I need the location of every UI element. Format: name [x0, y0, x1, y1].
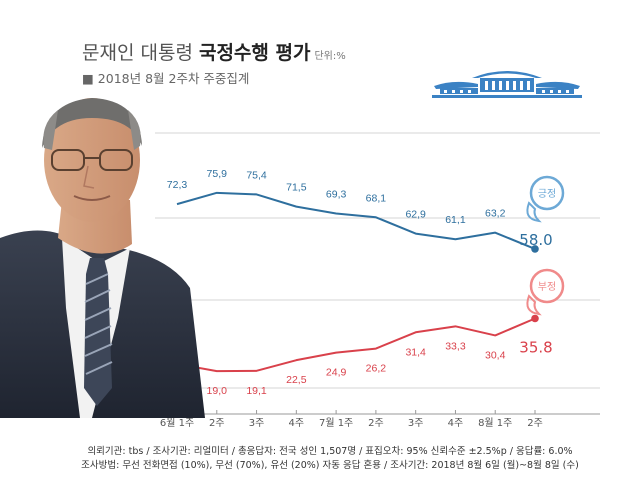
data-label-1-1: 19,0: [207, 385, 228, 397]
legend-bubble-1: [529, 268, 565, 304]
data-label-1-6: 31,4: [405, 346, 426, 358]
x-tick-label-7: 4주: [448, 418, 464, 429]
x-tick-label-4: 7월 1주: [319, 417, 353, 429]
data-label-1-5: 26,2: [366, 363, 387, 375]
data-label-0-8: 63,2: [485, 208, 506, 220]
data-label-0-5: 68,1: [366, 192, 387, 204]
data-label-1-7: 33,3: [445, 340, 466, 352]
series-line-1: [176, 317, 536, 373]
data-label-0-1: 75,9: [207, 168, 228, 180]
footer-line-2: 조사방법: 무선 전화면접 (10%), 무선 (70%), 유선 (20%) …: [81, 460, 579, 471]
blue-house-icon: [432, 71, 582, 98]
legend-bubble-tail-1: [526, 294, 542, 316]
x-tick-label-1: 2주: [209, 418, 225, 429]
unit-label: 단위:%: [314, 51, 346, 62]
title-part-2: 국정수행 평가: [198, 42, 311, 64]
data-label-1-8: 30,4: [485, 349, 506, 361]
legend-bubble-0: [529, 175, 565, 211]
data-label-0-9: 58.0: [519, 231, 552, 249]
data-label-0-0: 72,3: [167, 179, 188, 191]
subtitle-text: 2018년 8월 2주차 주중집계: [97, 71, 250, 86]
data-label-1-2: 19,1: [246, 385, 267, 397]
footer-line-1: 의뢰기관: tbs / 조사기관: 리얼미터 / 총응답자: 전국 성인 1,5…: [87, 446, 573, 457]
data-label-0-2: 75,4: [246, 169, 267, 181]
data-label-0-6: 62,9: [405, 209, 426, 221]
x-tick-label-6: 3주: [408, 418, 424, 429]
x-tick-label-5: 2주: [368, 418, 384, 429]
square-bullet-icon: ■: [82, 71, 94, 86]
x-tick-label-0: 6월 1주: [160, 417, 194, 429]
legend-label-1: 부정: [538, 281, 556, 293]
x-tick-label-8: 8월 1주: [478, 417, 512, 429]
title-part-1: 문재인 대통령: [82, 42, 199, 64]
president-portrait: [0, 98, 205, 418]
data-label-0-7: 61,1: [445, 214, 466, 226]
x-tick-label-3: 4주: [289, 418, 305, 429]
data-label-1-4: 24,9: [326, 367, 347, 379]
legend-label-0: 긍정: [538, 188, 556, 200]
series-line-0: [176, 191, 536, 250]
page-title: 문재인 대통령 국정수행 평가 단위:%: [82, 38, 346, 65]
data-label-1-3: 22,5: [286, 374, 307, 386]
series-end-point-0: [531, 245, 539, 253]
data-label-1-9: 35.8: [519, 338, 552, 356]
data-label-0-4: 69,3: [326, 189, 347, 201]
x-tick-label-9: 2주: [527, 418, 543, 429]
subtitle: ■ 2018년 8월 2주차 주중집계: [82, 68, 249, 87]
legend-bubble-tail-0: [526, 201, 542, 223]
series-end-point-1: [531, 314, 539, 323]
x-tick-label-2: 3주: [249, 418, 265, 429]
data-label-0-3: 71,5: [286, 182, 307, 194]
